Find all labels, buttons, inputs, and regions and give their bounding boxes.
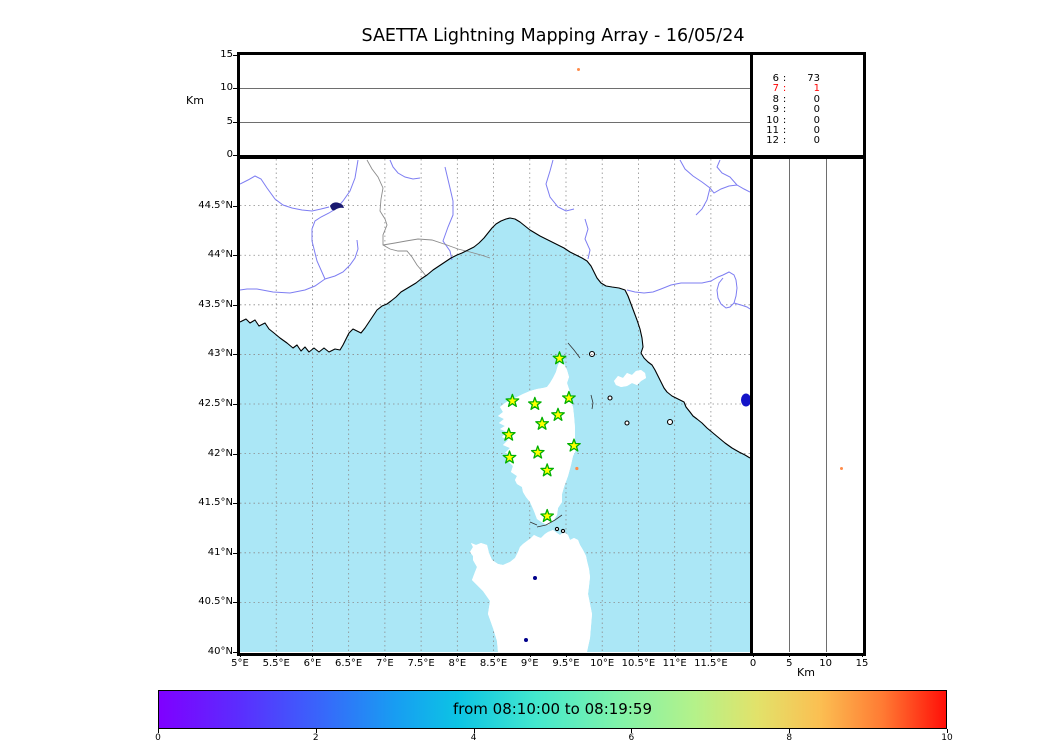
lat-tick-mark xyxy=(233,602,237,603)
altitude-gridline xyxy=(826,159,827,652)
river xyxy=(717,160,737,185)
altitude-gridline xyxy=(240,88,750,89)
lat-tick-mark xyxy=(233,454,237,455)
colorbar-time-range-label: from 08:10:00 to 08:19:59 xyxy=(159,691,946,727)
stat-col: : xyxy=(779,136,790,146)
altitude-tick-label: 10 xyxy=(177,82,233,94)
river xyxy=(443,167,453,260)
lat-tick-label: 44°N xyxy=(177,249,233,261)
lat-tick-mark xyxy=(233,652,237,653)
time-colorbar: from 08:10:00 to 08:19:59 xyxy=(158,690,947,729)
colorbar-tick-label: 8 xyxy=(769,733,809,744)
lat-tick-mark xyxy=(233,354,237,355)
lat-tick-label: 41°N xyxy=(177,547,233,559)
lat-tick-label: 43°N xyxy=(177,348,233,360)
colorbar-tick-label: 6 xyxy=(611,733,651,744)
colorbar-tick-mark xyxy=(631,729,632,733)
lon-tick-mark xyxy=(240,653,241,657)
colorbar-tick-mark xyxy=(316,729,317,733)
altitude-km-tick-mark xyxy=(862,653,863,657)
lon-tick-mark xyxy=(385,653,386,657)
river xyxy=(696,188,710,215)
colorbar-tick-mark xyxy=(474,729,475,733)
colorbar-tick-mark xyxy=(789,729,790,733)
colorbar-tick-label: 4 xyxy=(454,733,494,744)
lightning-source-point xyxy=(575,467,578,470)
lat-tick-label: 40.5°N xyxy=(177,596,233,608)
altitude-gridline xyxy=(240,122,750,123)
lon-tick-mark xyxy=(421,653,422,657)
lat-tick-mark xyxy=(233,503,237,504)
lat-tick-label: 42.5°N xyxy=(177,398,233,410)
stat-row: 8:0 xyxy=(753,95,862,105)
lat-tick-mark xyxy=(233,255,237,256)
lma-figure: SAETTA Lightning Mapping Array - 16/05/2… xyxy=(0,0,1050,750)
lake-dot xyxy=(524,638,528,642)
lat-tick-mark xyxy=(233,305,237,306)
lon-tick-mark xyxy=(675,653,676,657)
river xyxy=(390,160,420,179)
colorbar-tick-label: 2 xyxy=(296,733,336,744)
stat-row: 6:73 xyxy=(753,74,862,84)
lat-tick-label: 44.5°N xyxy=(177,200,233,212)
river-arno xyxy=(627,272,737,308)
altitude-km-tick-mark xyxy=(753,653,754,657)
altitude-tick-mark xyxy=(233,155,237,156)
lake-serre-poncon xyxy=(330,202,344,210)
lat-tick-mark xyxy=(233,206,237,207)
lat-tick-label: 40°N xyxy=(177,646,233,658)
lon-tick-mark xyxy=(276,653,277,657)
river xyxy=(585,219,590,259)
altitude-tick-label: 15 xyxy=(177,49,233,61)
river xyxy=(325,240,358,279)
lon-tick-mark xyxy=(349,653,350,657)
stat-lvl: 12 xyxy=(761,136,779,146)
altitude-tick-mark xyxy=(233,55,237,56)
altitude-axis-label: Km xyxy=(186,94,204,107)
lake-bolsena xyxy=(741,394,750,407)
altitude-tick-mark xyxy=(233,88,237,89)
lat-tick-mark xyxy=(233,404,237,405)
colorbar-tick-mark xyxy=(947,729,948,733)
river xyxy=(680,160,750,193)
colorbar-tick-mark xyxy=(158,729,159,733)
map-panel xyxy=(240,159,750,652)
station-count-stats-panel: 6:737:18:09:010:011:012:0 xyxy=(753,55,862,147)
colorbar-tick-label: 0 xyxy=(138,733,178,744)
lon-tick-mark xyxy=(312,653,313,657)
lon-tick-mark xyxy=(638,653,639,657)
river xyxy=(546,160,574,211)
figure-title: SAETTA Lightning Mapping Array - 16/05/2… xyxy=(362,26,745,46)
lightning-source-point xyxy=(577,68,580,71)
altitude-tick-label: 5 xyxy=(177,116,233,128)
altitude-km-tick-mark xyxy=(826,653,827,657)
border-line xyxy=(367,160,426,276)
altitude-gridline xyxy=(789,159,790,652)
altitude-time-panel xyxy=(240,55,750,155)
river xyxy=(240,176,329,211)
altitude-tick-label: 0 xyxy=(177,149,233,161)
river xyxy=(734,303,750,309)
lon-tick-mark xyxy=(494,653,495,657)
lon-tick-mark xyxy=(566,653,567,657)
altitude-latitude-panel xyxy=(753,159,862,652)
lat-tick-label: 43.5°N xyxy=(177,299,233,311)
lon-tick-mark xyxy=(457,653,458,657)
lat-tick-label: 42°N xyxy=(177,448,233,460)
colorbar-tick-label: 10 xyxy=(927,733,967,744)
lat-tick-label: 41.5°N xyxy=(177,497,233,509)
lon-tick-mark xyxy=(530,653,531,657)
stat-cnt: 0 xyxy=(790,136,820,146)
lat-tick-mark xyxy=(233,553,237,554)
altitude-km-tick-label: 15 xyxy=(834,658,890,670)
lon-tick-mark xyxy=(711,653,712,657)
lon-tick-mark xyxy=(602,653,603,657)
lake-dot xyxy=(533,576,537,580)
stat-row: 12:0 xyxy=(753,136,862,146)
stat-row: 7:1 xyxy=(753,84,862,94)
altitude-tick-mark xyxy=(233,122,237,123)
altitude-km-tick-mark xyxy=(789,653,790,657)
